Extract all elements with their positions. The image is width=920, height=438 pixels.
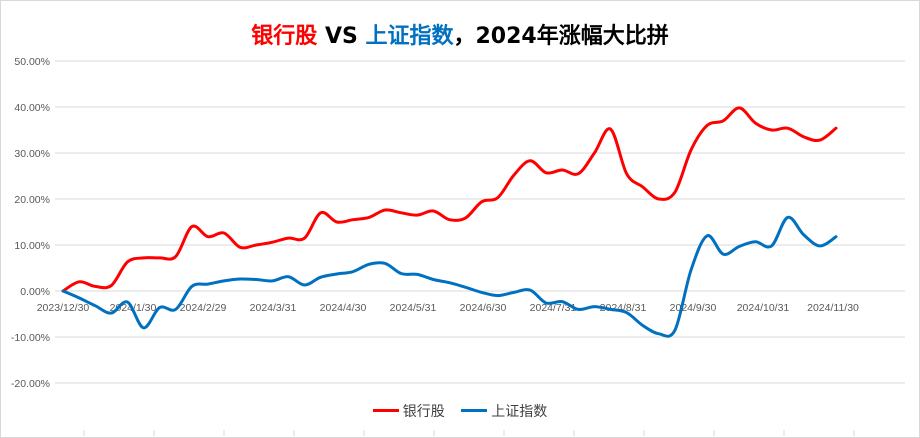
x-tick-label: 2024/10/31 [737, 302, 790, 314]
chart-title: 银行股 VS 上证指数，2024年涨幅大比拼 [0, 18, 920, 50]
y-tick-label: -20.00% [11, 378, 50, 390]
y-tick-label: 20.00% [14, 194, 50, 206]
legend-swatch-index [461, 409, 488, 412]
title-bank: 银行股 [251, 24, 318, 49]
x-tick-label: 2024/7/31 [530, 302, 577, 314]
y-tick-label: 0.00% [20, 286, 50, 298]
x-tick-label: 2024/4/30 [320, 302, 367, 314]
legend-item-bank: 银行股 [372, 401, 445, 421]
series-line-bank [61, 106, 838, 293]
x-tick-label: 2024/9/30 [670, 302, 717, 314]
legend-item-index: 上证指数 [461, 401, 547, 421]
x-tick-label: 2023/12/30 [37, 302, 90, 314]
legend-label-bank: 银行股 [402, 403, 445, 420]
y-tick-label: -10.00% [11, 332, 50, 344]
x-tick-label: 2024/2/29 [180, 302, 227, 314]
title-rest: ，2024年涨幅大比拼 [453, 24, 669, 49]
x-tick-label: 2024/3/31 [250, 302, 297, 314]
y-tick-label: 50.00% [14, 56, 50, 68]
y-tick-label: 40.00% [14, 102, 50, 114]
legend-label-index: 上证指数 [491, 403, 548, 420]
title-index: 上证指数 [365, 24, 454, 49]
x-tick-label: 2024/6/30 [460, 302, 507, 314]
series-line-index [61, 215, 838, 338]
x-tick-label: 2024/11/30 [807, 302, 859, 314]
y-tick-label: 10.00% [14, 240, 50, 252]
legend: 银行股 上证指数 [0, 400, 920, 421]
legend-swatch-bank [372, 409, 399, 412]
x-tick-label: 2024/5/31 [390, 302, 437, 314]
y-tick-label: 30.00% [14, 148, 50, 160]
title-vs: VS [317, 24, 366, 49]
